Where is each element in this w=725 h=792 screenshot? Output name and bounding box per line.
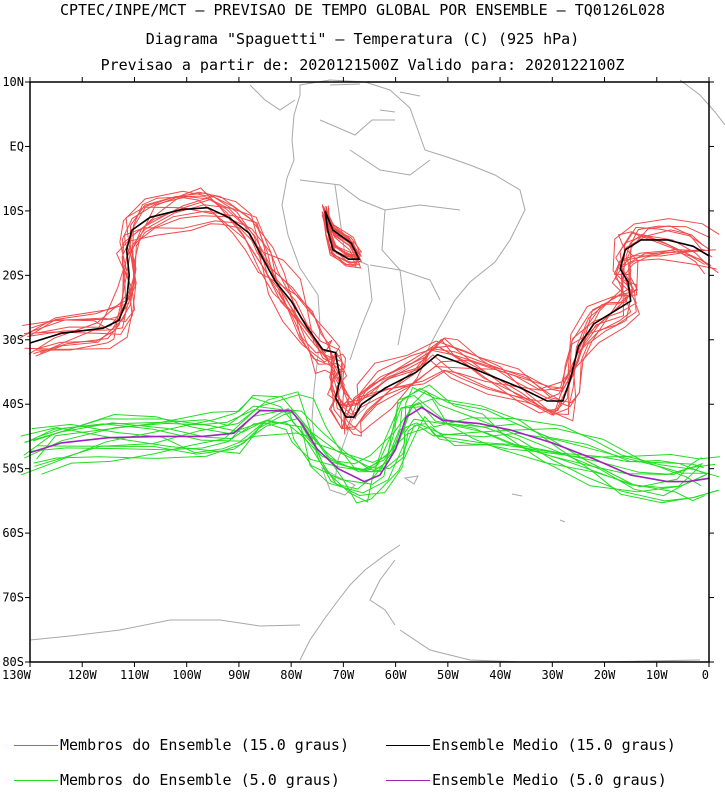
title-line-1: CPTEC/INPE/MCT – PREVISAO DE TEMPO GLOBA… (59, 1, 666, 19)
member-5-contour-6 (37, 402, 707, 489)
lon-label: 120W (68, 668, 98, 682)
member-15-contour-10 (29, 204, 703, 406)
mean-15-contour (29, 206, 710, 418)
member-5-contour-14 (25, 405, 704, 497)
member-15-contour-7 (36, 191, 711, 430)
lon-label: 100W (172, 668, 202, 682)
lat-label: 60S (2, 526, 24, 540)
member-5-contour-13 (20, 412, 702, 487)
lat-label: 30S (2, 333, 24, 347)
legend-mean-15: Ensemble Medio (15.0 graus) (386, 736, 676, 754)
lon-label: 50W (437, 668, 459, 682)
lon-label: 10W (646, 668, 668, 682)
legend-swatch-members-15 (14, 745, 58, 746)
title-line-3: Previsao a partir de: 2020121500Z Valido… (100, 56, 625, 74)
lon-label: 70W (333, 668, 355, 682)
mean-5-contour (29, 406, 710, 483)
member-15-contour-12 (33, 196, 705, 416)
lat-label: 70S (2, 591, 24, 605)
legend-swatch-members-5 (14, 780, 58, 781)
legend-label-members-15: Membros do Ensemble (15.0 graus) (60, 736, 349, 754)
lat-label: 50S (2, 462, 24, 476)
lon-label: 20W (594, 668, 616, 682)
mean-15-inland-contour (324, 210, 361, 260)
member-5-contour-15 (36, 394, 720, 504)
plot-frame (29, 81, 710, 663)
legend-swatch-mean-15 (386, 745, 430, 746)
tierra-del-fuego (321, 466, 356, 496)
lon-label: 60W (385, 668, 407, 682)
south-georgia (511, 493, 566, 523)
lat-label: EQ (10, 139, 24, 153)
lat-label: 10N (2, 75, 24, 89)
lon-label: 30W (541, 668, 563, 682)
lon-label: 0 (702, 668, 709, 682)
south-america-coastline (281, 79, 526, 482)
africa-coastline (679, 79, 725, 126)
legend-mean-5: Ensemble Medio (5.0 graus) (386, 771, 667, 789)
member-15-contour-11 (39, 196, 720, 416)
member-15-inland-contour-15 (325, 205, 359, 258)
member-5-contour-1 (37, 387, 705, 502)
member-15-contour-13 (24, 190, 713, 407)
lat-label: 20S (2, 268, 24, 282)
legend-members-15: Membros do Ensemble (15.0 graus) (14, 736, 349, 754)
legend-members-5: Membros do Ensemble (5.0 graus) (14, 771, 340, 789)
legend-label-mean-15: Ensemble Medio (15.0 graus) (432, 736, 676, 754)
central-america-coastline (249, 83, 421, 113)
members-5-group (20, 384, 721, 504)
land-outline (29, 79, 725, 663)
member-5-contour-5 (33, 394, 719, 502)
ensemble-means-group (29, 206, 710, 483)
falklands (403, 475, 419, 485)
title-line-2: Diagrama "Spaguetti" – Temperatura (C) (… (145, 30, 580, 48)
member-5-contour-8 (24, 406, 716, 476)
lon-label: 40W (489, 668, 511, 682)
member-15-contour-14 (23, 195, 710, 420)
country-borders (299, 119, 461, 361)
antarctica-coastline (29, 544, 701, 663)
member-5-contour-7 (31, 398, 702, 488)
member-5-contour-2 (32, 386, 720, 504)
lat-label: 10S (2, 204, 24, 218)
lon-label: 130W (2, 668, 32, 682)
lon-label: 110W (120, 668, 150, 682)
member-15-inland-contour-14 (324, 209, 358, 256)
lon-label: 90W (228, 668, 250, 682)
member-5-contour-12 (30, 409, 709, 474)
legend-label-members-5: Membros do Ensemble (5.0 graus) (60, 771, 340, 789)
lon-label: 80W (280, 668, 302, 682)
lat-label: 40S (2, 397, 24, 411)
member-15-contour-15 (31, 187, 706, 434)
legend-swatch-mean-5 (386, 780, 430, 781)
lat-label: 80S (2, 655, 24, 669)
legend-label-mean-5: Ensemble Medio (5.0 graus) (432, 771, 667, 789)
